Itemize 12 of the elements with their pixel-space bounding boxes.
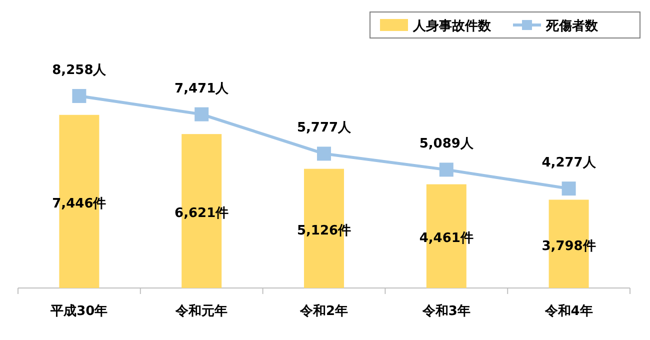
x-tick-label: 令和2年 [298,303,348,319]
data-label: 8,258人 [52,63,108,78]
data-label: 5,089人 [419,136,474,152]
x-tick-label: 平成30年 [50,304,108,319]
legend-label: 人身事故件数 [412,19,492,34]
x-tick-label: 令和4年 [544,303,593,319]
x-tick-label: 令和3年 [421,303,470,319]
data-label: 4,277人 [542,156,597,171]
x-tick-label: 令和元年 [174,303,228,319]
data-label: 7,471人 [174,81,230,96]
data-label: 5,777人 [296,120,352,136]
legend-label: 死傷者数 [545,19,599,34]
